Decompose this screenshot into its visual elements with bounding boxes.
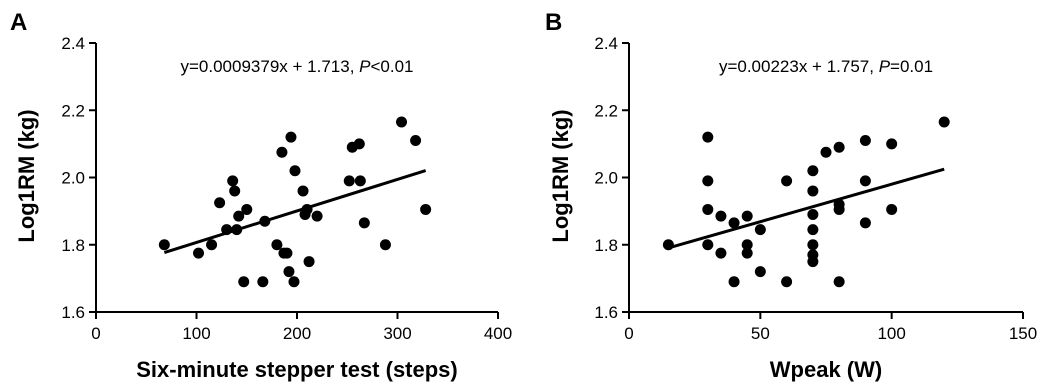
y-tick-label-a: 1.8 (61, 236, 85, 255)
y-tick-label-b: 2.4 (594, 34, 618, 53)
data-point-a (303, 256, 315, 268)
data-point-b (702, 131, 714, 143)
panel-b: B Log1RM (kg) Wpeak (W) y=0.00223x + 1.7… (545, 9, 1037, 382)
data-point-a (238, 276, 250, 288)
data-point-a (206, 239, 218, 251)
data-point-b (807, 224, 819, 236)
x-axis-label-a: Six-minute stepper test (steps) (136, 357, 458, 382)
data-point-b (728, 276, 740, 288)
x-tick-label-a: 0 (91, 324, 100, 343)
data-point-a (214, 197, 226, 209)
y-tick-label-a: 2.0 (61, 169, 85, 188)
data-point-b (833, 276, 845, 288)
data-point-b (702, 175, 714, 187)
panel-a: A Log1RM (kg) Six-minute stepper test (s… (10, 9, 512, 382)
data-point-a (285, 131, 297, 143)
equation-a: y=0.0009379x + 1.713, P<0.01 (180, 57, 413, 76)
data-point-b (859, 135, 871, 147)
data-point-b (886, 138, 898, 150)
data-point-b (715, 210, 727, 222)
data-point-b (833, 141, 845, 153)
data-point-a (193, 247, 205, 259)
x-tick-label-a: 200 (283, 324, 311, 343)
x-tick-label-b: 0 (624, 324, 633, 343)
data-point-a (311, 210, 323, 222)
data-point-b (820, 146, 832, 158)
data-point-b (859, 217, 871, 229)
data-point-a (281, 247, 293, 259)
y-axis-label-a: Log1RM (kg) (14, 109, 39, 242)
regression-line-a (163, 169, 427, 254)
data-point-b (807, 165, 819, 177)
data-point-a (257, 276, 269, 288)
data-point-b (886, 203, 898, 215)
data-point-a (358, 217, 370, 229)
data-point-b (741, 247, 753, 259)
data-point-a (343, 175, 355, 187)
y-tick-label-a: 2.2 (61, 101, 85, 120)
panel-label-b: B (545, 9, 562, 36)
data-point-b (938, 116, 950, 128)
x-axis-label-b: Wpeak (W) (770, 357, 882, 382)
y-axis-label-b: Log1RM (kg) (548, 109, 573, 242)
data-point-b (754, 266, 766, 278)
data-point-a (301, 203, 313, 215)
y-tick-label-b: 2.2 (594, 101, 618, 120)
y-tick-label-a: 1.6 (61, 303, 85, 322)
data-point-b (754, 224, 766, 236)
data-point-b (807, 208, 819, 220)
panel-label-a: A (10, 9, 27, 36)
data-point-a (353, 138, 365, 150)
x-tick-label-b: 50 (751, 324, 770, 343)
data-point-a (231, 224, 243, 236)
data-point-a (420, 203, 432, 215)
data-point-a (288, 276, 300, 288)
data-point-a (289, 165, 301, 177)
data-point-b (781, 175, 793, 187)
y-tick-label-b: 1.6 (594, 303, 618, 322)
data-point-b (781, 276, 793, 288)
data-point-a (283, 266, 295, 278)
data-point-a (158, 239, 170, 251)
data-point-a (221, 224, 233, 236)
data-point-b (741, 239, 753, 251)
data-point-a (259, 215, 271, 227)
data-point-a (276, 146, 288, 158)
data-point-b (702, 203, 714, 215)
x-tick-label-a: 100 (182, 324, 210, 343)
data-point-a (396, 116, 408, 128)
data-point-a (271, 239, 283, 251)
data-point-b (741, 210, 753, 222)
data-point-b (715, 247, 727, 259)
data-point-b (728, 217, 740, 229)
data-point-b (807, 185, 819, 197)
x-tick-label-a: 400 (484, 324, 512, 343)
x-tick-label-b: 150 (1009, 324, 1037, 343)
data-point-a (233, 210, 245, 222)
data-point-b (833, 203, 845, 215)
data-point-a (297, 185, 309, 197)
data-point-b (807, 256, 819, 268)
data-point-a (354, 175, 366, 187)
data-point-b (702, 239, 714, 251)
data-point-b (807, 239, 819, 251)
y-tick-label-b: 2.0 (594, 169, 618, 188)
equation-b: y=0.00223x + 1.757, P=0.01 (719, 57, 933, 76)
data-point-a (229, 185, 241, 197)
data-point-b (662, 239, 674, 251)
data-point-a (227, 175, 239, 187)
y-tick-label-b: 1.8 (594, 236, 618, 255)
y-tick-label-a: 2.4 (61, 34, 85, 53)
x-tick-label-b: 100 (877, 324, 905, 343)
data-point-a (379, 239, 391, 251)
data-point-a (241, 203, 253, 215)
data-point-b (859, 175, 871, 187)
data-point-a (410, 135, 422, 147)
regression-line-b (667, 167, 945, 250)
x-tick-label-a: 300 (383, 324, 411, 343)
